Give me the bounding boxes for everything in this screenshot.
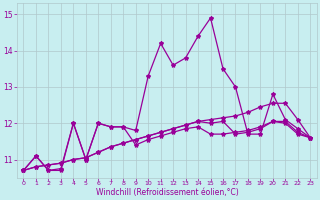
X-axis label: Windchill (Refroidissement éolien,°C): Windchill (Refroidissement éolien,°C) [96,188,238,197]
